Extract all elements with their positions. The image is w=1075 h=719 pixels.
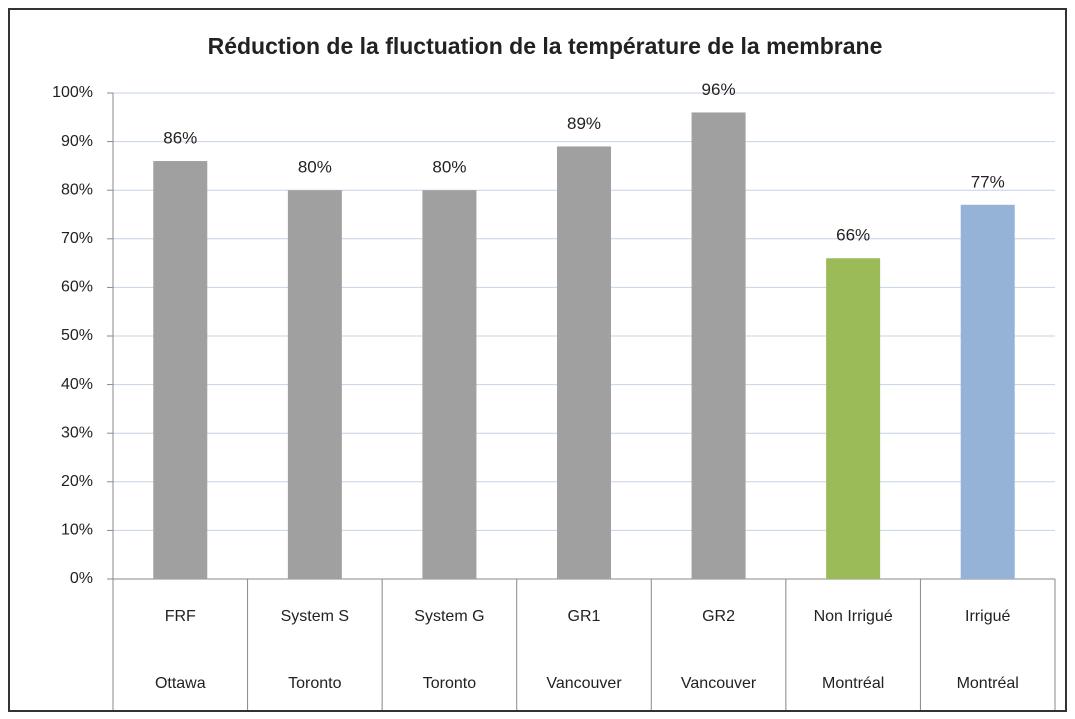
x-tick-label: FRF — [165, 608, 196, 625]
bar — [153, 161, 208, 580]
x-group-label: Montréal — [957, 675, 1019, 692]
x-group-label: Toronto — [288, 675, 341, 692]
data-label: 86% — [163, 129, 197, 148]
y-tick-label: 60% — [61, 279, 93, 296]
x-group-label: Ottawa — [155, 675, 206, 692]
y-tick-label: 30% — [61, 424, 93, 441]
bar — [422, 190, 477, 579]
bar — [960, 204, 1015, 579]
y-tick-label: 10% — [61, 522, 93, 539]
x-group-label: Vancouver — [546, 675, 622, 692]
data-label: 80% — [298, 158, 332, 177]
y-tick-label: 20% — [61, 473, 93, 490]
y-tick-label: 70% — [61, 230, 93, 247]
x-group-label: Vancouver — [681, 675, 757, 692]
bar — [826, 258, 881, 579]
chart-title: Réduction de la fluctuation de la tempér… — [208, 33, 883, 59]
bar — [691, 112, 746, 579]
y-tick-label: 50% — [61, 327, 93, 344]
bar — [557, 146, 611, 579]
chart-border — [8, 8, 1067, 712]
x-tick-label: GR1 — [568, 608, 601, 625]
x-group-label: Montréal — [822, 675, 884, 692]
x-group-label: Toronto — [423, 675, 476, 692]
bar — [287, 190, 342, 579]
data-label: 89% — [567, 114, 601, 133]
y-tick-label: 100% — [52, 84, 93, 101]
x-tick-label: Irrigué — [965, 608, 1010, 625]
y-tick-label: 40% — [61, 376, 93, 393]
x-tick-label: GR2 — [702, 608, 735, 625]
data-label: 96% — [702, 80, 736, 99]
data-label: 66% — [836, 226, 870, 245]
x-tick-label: Non Irrigué — [814, 608, 893, 625]
y-tick-label: 90% — [61, 133, 93, 150]
y-tick-label: 0% — [70, 570, 93, 587]
y-tick-label: 80% — [61, 181, 93, 198]
data-label: 80% — [432, 158, 466, 177]
data-label: 77% — [971, 172, 1005, 191]
x-tick-label: System S — [281, 608, 349, 625]
x-tick-label: System G — [414, 608, 484, 625]
